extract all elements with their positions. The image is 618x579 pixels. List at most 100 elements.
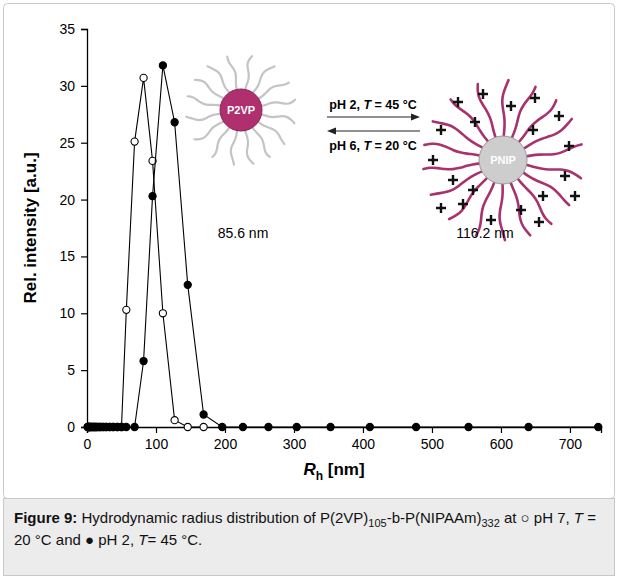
series-marker: [131, 423, 138, 430]
condition-label: pH 6, T = 20 °C: [329, 139, 416, 153]
plus-sign: [486, 215, 496, 225]
micelle-chains: [423, 80, 581, 240]
series-marker: [123, 306, 130, 313]
x-tick-label: 100: [145, 436, 169, 452]
caption-symbol: T: [574, 509, 583, 526]
x-tick-mark: [570, 427, 571, 433]
x-tick-label: 400: [352, 436, 376, 452]
plus-sign: [534, 217, 544, 227]
inset-diagram: P2VPPNIPpH 2, T = 45 °CpH 6, T = 20 °C85…: [186, 56, 581, 241]
series-marker: [131, 138, 138, 145]
series-marker: [184, 281, 191, 288]
y-axis-line: [81, 30, 88, 428]
chain: [431, 171, 484, 195]
x-tick-mark: [432, 427, 433, 433]
text-part: pH 2,: [329, 98, 363, 112]
core-label: PNIP: [490, 154, 516, 166]
x-tick: 300: [283, 427, 307, 452]
x-axis-title: Rh [nm]: [303, 460, 364, 483]
chain: [188, 96, 223, 106]
core-label: P2VP: [227, 104, 255, 116]
series-line: [88, 65, 599, 427]
plot-area: [84, 62, 602, 431]
caption-text: Hydrodynamic radius distribution of P(2V…: [77, 509, 363, 526]
chain: [195, 80, 225, 99]
series-marker: [465, 423, 472, 430]
series-marker: [595, 423, 602, 430]
text-part: = 20 °C: [371, 139, 417, 153]
chain: [522, 171, 569, 205]
plus-sign: [560, 171, 570, 181]
arrow-head: [327, 128, 336, 135]
chain: [186, 114, 222, 120]
x-tick-mark: [501, 427, 502, 433]
y-tick: 20: [59, 192, 87, 208]
y-tick-label: 0: [67, 419, 75, 435]
y-tick-mark: [81, 199, 87, 200]
x-tick-mark: [363, 427, 364, 433]
plus-sign: [470, 117, 480, 127]
chain: [257, 83, 289, 100]
series-marker: [184, 423, 191, 430]
y-tick-mark: [81, 313, 87, 314]
arrow-shaft: [333, 130, 420, 131]
caption-label: Figure 9:: [14, 509, 77, 526]
chain: [245, 56, 252, 91]
series-marker: [200, 411, 207, 418]
y-tick-mark: [81, 370, 87, 371]
series-marker: [327, 423, 334, 430]
text-part: pH 6,: [329, 139, 363, 153]
micelle-core: [220, 89, 262, 131]
charges: [428, 89, 580, 227]
plus-sign: [530, 93, 540, 103]
x-tick-label: 300: [283, 436, 307, 452]
series-marker: [412, 423, 419, 430]
plus-sign: [458, 199, 468, 209]
condition-label: pH 2, T = 45 °C: [329, 98, 416, 112]
caption-text: = 45 °C.: [147, 531, 202, 548]
size-label: 116.2 nm: [456, 225, 513, 241]
y-tick-label: 20: [59, 192, 75, 208]
y-tick-mark: [81, 143, 87, 144]
x-axis: 0100200300400500600700: [84, 427, 602, 452]
plus-sign: [516, 205, 526, 215]
series-marker: [219, 423, 226, 430]
chain: [424, 144, 481, 156]
series-marker: [200, 423, 207, 430]
caption-text: ): [363, 509, 368, 526]
chain: [478, 84, 496, 139]
y-tick-mark: [81, 86, 87, 87]
chain: [260, 100, 295, 107]
y-axis: 05101520253035: [59, 21, 87, 435]
series-marker: [171, 119, 178, 126]
y-tick: 15: [59, 248, 87, 264]
x-tick: 100: [145, 427, 169, 452]
caption-subscript: 332: [481, 517, 499, 529]
plus-sign: [468, 185, 478, 195]
series-marker: [140, 74, 147, 81]
plus-sign: [436, 125, 446, 135]
x-title-symbol: R: [303, 460, 316, 479]
plus-sign: [436, 203, 446, 213]
x-tick-mark: [156, 427, 157, 433]
series-marker: [140, 357, 147, 364]
caption-text: ): [476, 509, 481, 526]
y-tick: 10: [59, 305, 87, 321]
x-tick: 400: [352, 427, 376, 452]
chain: [245, 129, 254, 164]
chain: [517, 177, 552, 224]
y-tick-mark: [81, 29, 87, 30]
y-tick: 25: [59, 135, 87, 151]
series-marker: [149, 193, 156, 200]
chain: [260, 114, 295, 123]
arrow-shaft: [327, 116, 414, 117]
y-tick: 5: [67, 362, 87, 378]
plus-sign: [570, 191, 580, 201]
x-tick-label: 200: [214, 436, 238, 452]
y-tick-label: 35: [59, 21, 75, 37]
series-marker: [159, 310, 166, 317]
series-marker: [265, 423, 272, 430]
chain: [251, 126, 269, 157]
series-marker: [123, 423, 130, 430]
plus-sign: [564, 141, 574, 151]
